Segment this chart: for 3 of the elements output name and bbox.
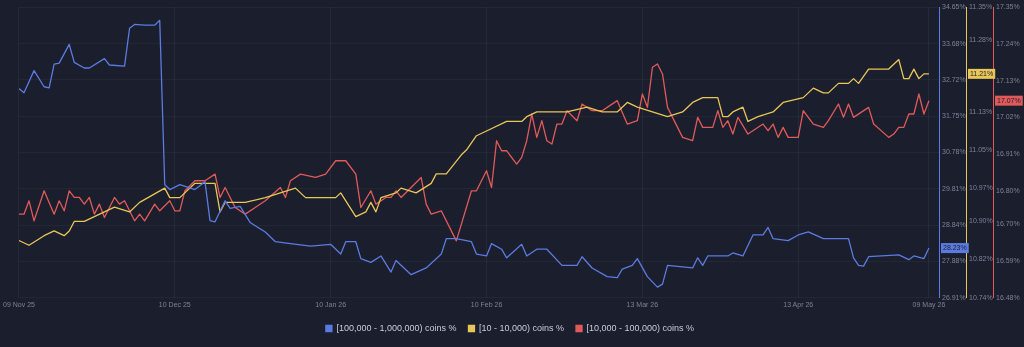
legend-label: [10 - 10,000) coins % (478, 322, 565, 333)
legend-label: [100,000 - 1,000,000) coins % (336, 322, 457, 333)
legend-label: [10,000 - 100,000) coins % (586, 322, 695, 333)
